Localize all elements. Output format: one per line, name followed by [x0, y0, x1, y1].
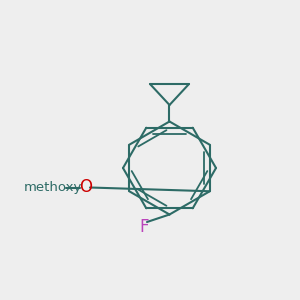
Text: F: F	[139, 218, 149, 236]
Text: methoxy: methoxy	[23, 181, 82, 194]
Text: O: O	[79, 178, 92, 196]
